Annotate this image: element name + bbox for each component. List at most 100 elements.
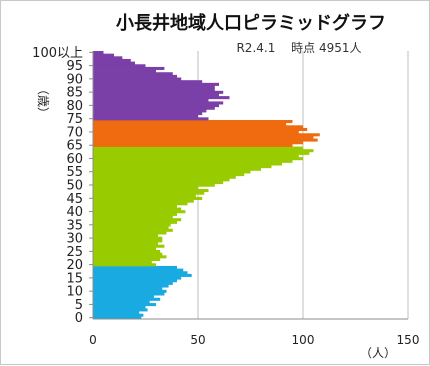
y-tick-label: 65 (66, 139, 83, 154)
bar-age-40 (93, 210, 186, 214)
chart-subtitle: R2.4.1 時点 4951人 (236, 41, 361, 55)
bar-age-27 (93, 244, 165, 248)
x-tick-label: 0 (89, 333, 97, 347)
bar-age-88 (93, 82, 219, 86)
bar-age-98 (93, 56, 123, 60)
bar-age-58 (93, 162, 282, 166)
bar-age-94 (93, 66, 165, 70)
y-tick-label: 30 (66, 232, 83, 247)
bar-age-64 (93, 146, 303, 150)
bar-age-92 (93, 72, 173, 76)
bar-age-71 (93, 127, 308, 132)
y-tick-label: 45 (66, 192, 83, 207)
bar-age-50 (93, 183, 215, 187)
bar-age-82 (93, 98, 209, 102)
bars (93, 51, 320, 320)
bar-age-0 (93, 316, 142, 320)
bar-age-91 (93, 74, 177, 78)
bar-age-2 (93, 311, 140, 315)
bar-age-5 (93, 303, 156, 307)
x-tick-labels: 0 50 100 150 (89, 333, 419, 347)
y-tick-label: 85 (66, 86, 83, 101)
bar-age-6 (93, 300, 150, 304)
bar-age-14 (93, 279, 177, 283)
bar-age-81 (93, 101, 224, 105)
bar-age-62 (93, 151, 310, 155)
bar-age-95 (93, 64, 146, 68)
bar-age-41 (93, 207, 182, 211)
y-tick-label: 60 (66, 152, 83, 167)
bar-age-36 (93, 220, 177, 224)
bar-age-7 (93, 297, 161, 301)
bar-age-39 (93, 212, 177, 216)
y-tick-label: 20 (66, 258, 83, 273)
bar-age-13 (93, 281, 173, 285)
bar-age-67 (93, 138, 318, 142)
bar-age-97 (93, 58, 131, 63)
x-tick-label: 50 (190, 333, 205, 347)
bar-age-16 (93, 273, 192, 277)
bar-age-78 (93, 109, 207, 113)
bar-age-12 (93, 284, 169, 288)
y-tick-label: 95 (66, 59, 83, 74)
bar-age-84 (93, 93, 219, 97)
bar-age-24 (93, 252, 163, 256)
bar-age-30 (93, 236, 163, 240)
y-tick-label: 5 (75, 298, 83, 313)
y-tick-label: 35 (66, 218, 83, 233)
bar-age-31 (93, 234, 159, 238)
bar-age-52 (93, 178, 230, 182)
x-tick-label: 150 (397, 333, 420, 347)
bar-age-68 (93, 135, 314, 139)
bar-age-53 (93, 175, 236, 179)
bar-age-57 (93, 165, 272, 169)
bar-age-20 (93, 263, 156, 267)
bar-age-60 (93, 157, 303, 161)
bar-age-37 (93, 218, 182, 222)
bar-age-47 (93, 191, 205, 195)
bar-age-22 (93, 257, 161, 262)
bar-age-4 (93, 305, 146, 309)
bar-age-42 (93, 204, 177, 208)
bar-age-45 (93, 196, 203, 200)
bar-age-76 (93, 114, 198, 118)
bar-age-46 (93, 194, 196, 198)
bar-age-93 (93, 69, 156, 73)
bar-age-8 (93, 295, 154, 299)
bar-age-17 (93, 271, 188, 275)
bar-age-89 (93, 80, 203, 84)
bar-age-77 (93, 112, 203, 116)
bar-age-10 (93, 289, 167, 293)
bar-age-26 (93, 247, 156, 251)
bar-age-83 (93, 96, 230, 100)
y-tick-label: 55 (66, 165, 83, 180)
y-tick-label: 10 (66, 285, 83, 300)
bar-age-99 (93, 53, 114, 57)
bar-age-79 (93, 106, 215, 110)
bar-age-80 (93, 104, 219, 108)
bar-age-54 (93, 173, 245, 177)
y-tick-label: 90 (66, 72, 83, 87)
bar-age-51 (93, 181, 224, 185)
y-axis-label: （歳） (36, 83, 50, 119)
bar-age-49 (93, 186, 198, 190)
bar-age-34 (93, 226, 169, 230)
bar-age-85 (93, 90, 224, 94)
bar-age-87 (93, 85, 215, 89)
y-tick-label: 75 (66, 112, 83, 127)
bar-age-73 (93, 122, 287, 126)
bar-age-33 (93, 228, 173, 232)
bar-age-28 (93, 242, 159, 246)
bar-age-35 (93, 223, 171, 227)
bar-age-48 (93, 188, 209, 193)
bar-age-75 (93, 117, 209, 121)
y-tick-label: 50 (66, 179, 83, 194)
bar-age-44 (93, 199, 194, 203)
bar-age-23 (93, 255, 167, 259)
bar-age-100 (93, 51, 104, 55)
bar-age-90 (93, 77, 182, 81)
bar-age-29 (93, 239, 163, 243)
bar-age-56 (93, 167, 261, 171)
bar-age-1 (93, 313, 144, 317)
